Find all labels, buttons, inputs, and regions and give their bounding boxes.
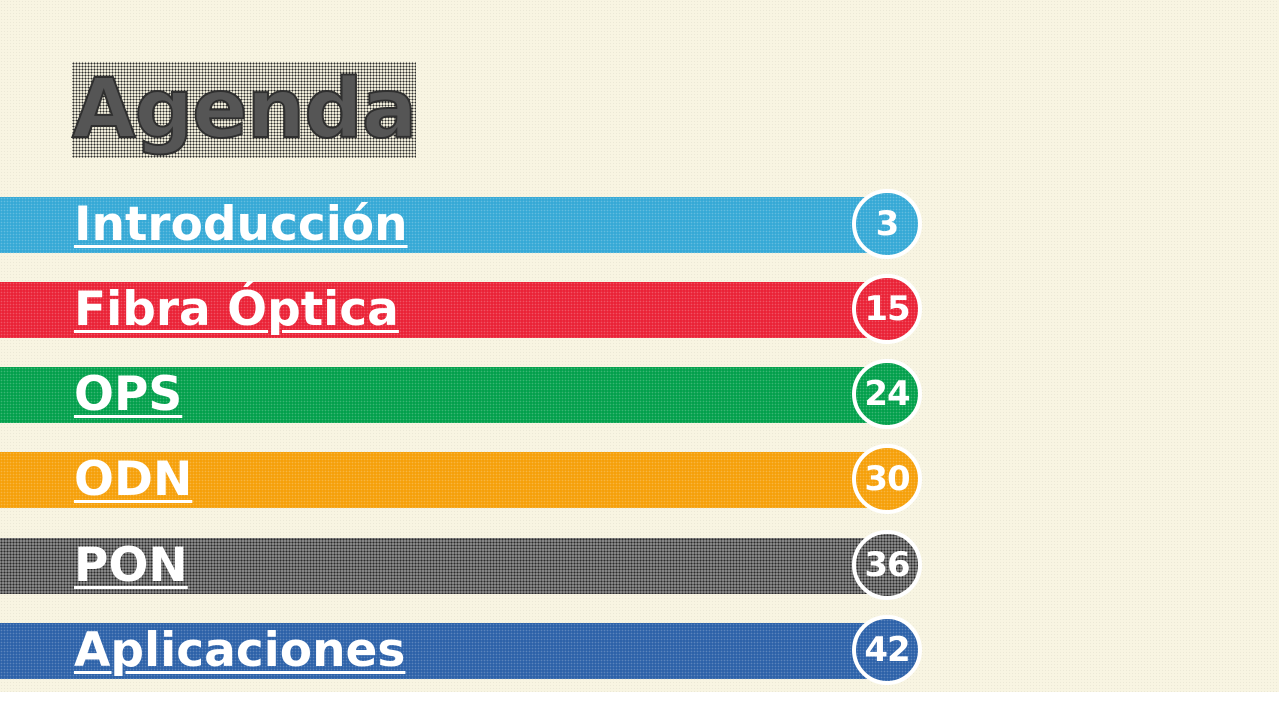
agenda-item-fibra-optica[interactable]: Fibra Óptica 15 (0, 274, 930, 346)
agenda-link-fibra-optica[interactable]: Fibra Óptica (74, 282, 399, 337)
agenda-bar-pon: PON (0, 538, 870, 594)
agenda-item-introduccion[interactable]: Introducción 3 (0, 189, 930, 261)
page-number-badge-ops: 24 (852, 359, 922, 429)
agenda-bar-odn: ODN (0, 452, 870, 508)
agenda-bar-aplicaciones: Aplicaciones (0, 623, 870, 679)
agenda-bar-ops: OPS (0, 367, 870, 423)
agenda-item-ops[interactable]: OPS 24 (0, 359, 930, 431)
page-number-badge-aplicaciones: 42 (852, 615, 922, 685)
agenda-bar-fibra-optica: Fibra Óptica (0, 282, 870, 338)
page-number-badge-odn: 30 (852, 444, 922, 514)
page-number-ops: 24 (864, 374, 910, 414)
agenda-item-pon[interactable]: PON 36 (0, 530, 930, 602)
agenda-link-ops[interactable]: OPS (74, 367, 183, 422)
agenda-item-odn[interactable]: ODN 30 (0, 444, 930, 516)
page-number-aplicaciones: 42 (864, 630, 910, 670)
agenda-bar-introduccion: Introducción (0, 197, 870, 253)
page-number-introduccion: 3 (875, 204, 900, 244)
page-number-odn: 30 (864, 459, 910, 499)
page-number-badge-fibra-optica: 15 (852, 274, 922, 344)
slide-canvas: Agenda Introducción 3 Fibra Óptica 15 OP… (0, 0, 1279, 692)
agenda-link-pon[interactable]: PON (74, 538, 188, 593)
page-number-badge-pon: 36 (852, 530, 922, 600)
agenda-title: Agenda (71, 61, 418, 158)
agenda-item-aplicaciones[interactable]: Aplicaciones 42 (0, 615, 930, 687)
page-number-pon: 36 (864, 545, 910, 585)
bottom-margin (0, 692, 1279, 720)
agenda-link-aplicaciones[interactable]: Aplicaciones (74, 623, 406, 678)
agenda-link-introduccion[interactable]: Introducción (74, 197, 408, 252)
page-number-fibra-optica: 15 (864, 289, 910, 329)
agenda-link-odn[interactable]: ODN (74, 452, 193, 507)
page-number-badge-introduccion: 3 (852, 189, 922, 259)
